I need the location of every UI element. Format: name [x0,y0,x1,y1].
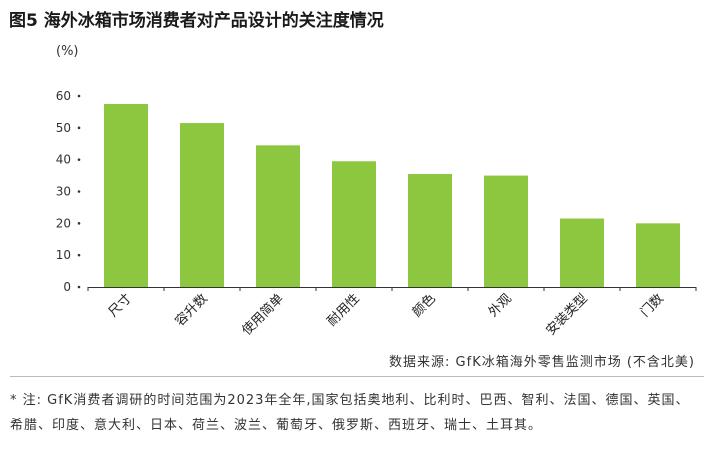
x-tick-label: 使用简单 [239,291,287,339]
footnote: * 注: GfK消费者调研的时间范围为2023年全年,国家包括奥地利、比利时、巴… [10,393,690,433]
y-axis-unit: (%) [56,44,79,59]
x-tick-label: 安装类型 [543,291,590,338]
bar [636,223,680,287]
y-tick-mark [77,253,81,257]
y-tick-label: 30 [56,185,71,199]
bar [180,123,224,287]
y-tick-label: 40 [56,153,71,167]
y-tick-mark [77,94,81,98]
y-tick-mark [77,285,81,289]
y-tick-mark [77,190,81,193]
data-source: 数据来源: GfK冰箱海外零售监测市场 (不含北美) [389,355,695,370]
y-tick-label: 50 [56,121,71,135]
y-tick-label: 20 [56,216,71,230]
x-tick-label: 尺寸 [106,291,135,320]
bar [560,218,604,287]
chart-title: 图5 海外冰箱市场消费者对产品设计的关注度情况 [9,11,384,31]
x-tick-label: 耐用性 [325,291,363,329]
y-tick-label: 10 [56,248,71,262]
bar [104,103,148,287]
y-tick-label: 60 [56,89,71,103]
x-tick-label: 颜色 [409,291,439,321]
y-tick-mark [77,222,81,225]
divider [10,376,704,377]
y-tick-mark [77,126,81,130]
x-tick-label: 外观 [486,291,515,320]
bar [332,161,376,287]
x-tick-label: 门数 [638,291,667,320]
y-tick-mark [77,158,81,161]
x-tick-label: 容升数 [172,291,211,330]
bar [256,145,300,287]
bar [408,173,452,287]
y-tick-label: 0 [63,280,71,294]
bar [484,175,528,287]
